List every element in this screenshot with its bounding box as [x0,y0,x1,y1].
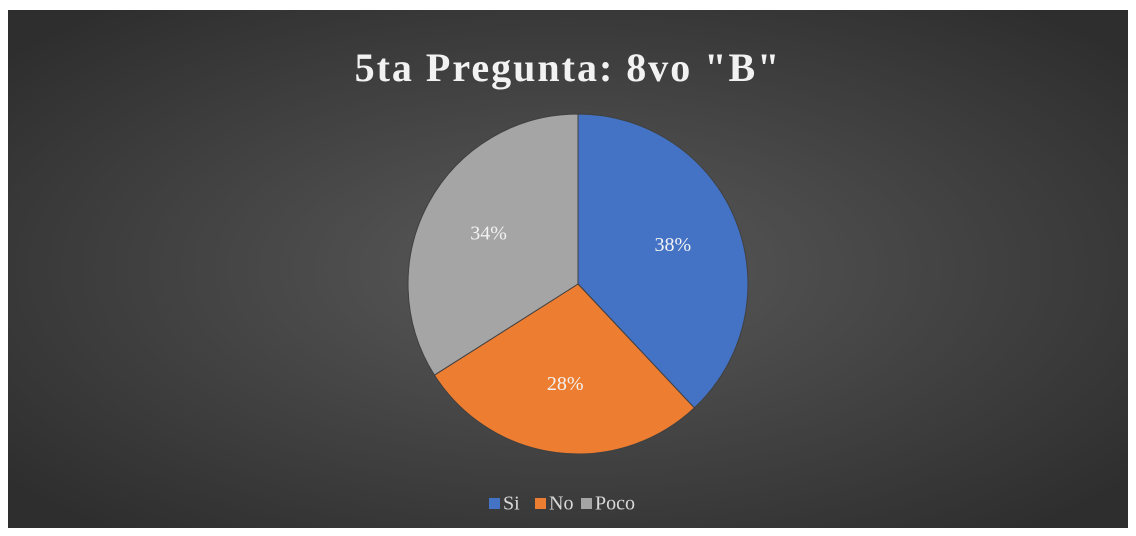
data-label: 38% [655,234,692,256]
pie-slice [407,113,579,376]
legend-swatch [489,498,500,509]
pie-slice [577,113,749,409]
legend-swatch [535,498,546,509]
legend-label: Si [503,493,520,515]
data-label: 28% [547,373,584,395]
pie-slice [433,283,696,455]
legend-label: No [549,493,573,515]
legend-swatch [581,498,592,509]
data-label: 34% [470,222,507,244]
chart-title: 5ta Pregunta: 8vo "B" [355,45,782,90]
legend-label: Poco [595,493,635,515]
